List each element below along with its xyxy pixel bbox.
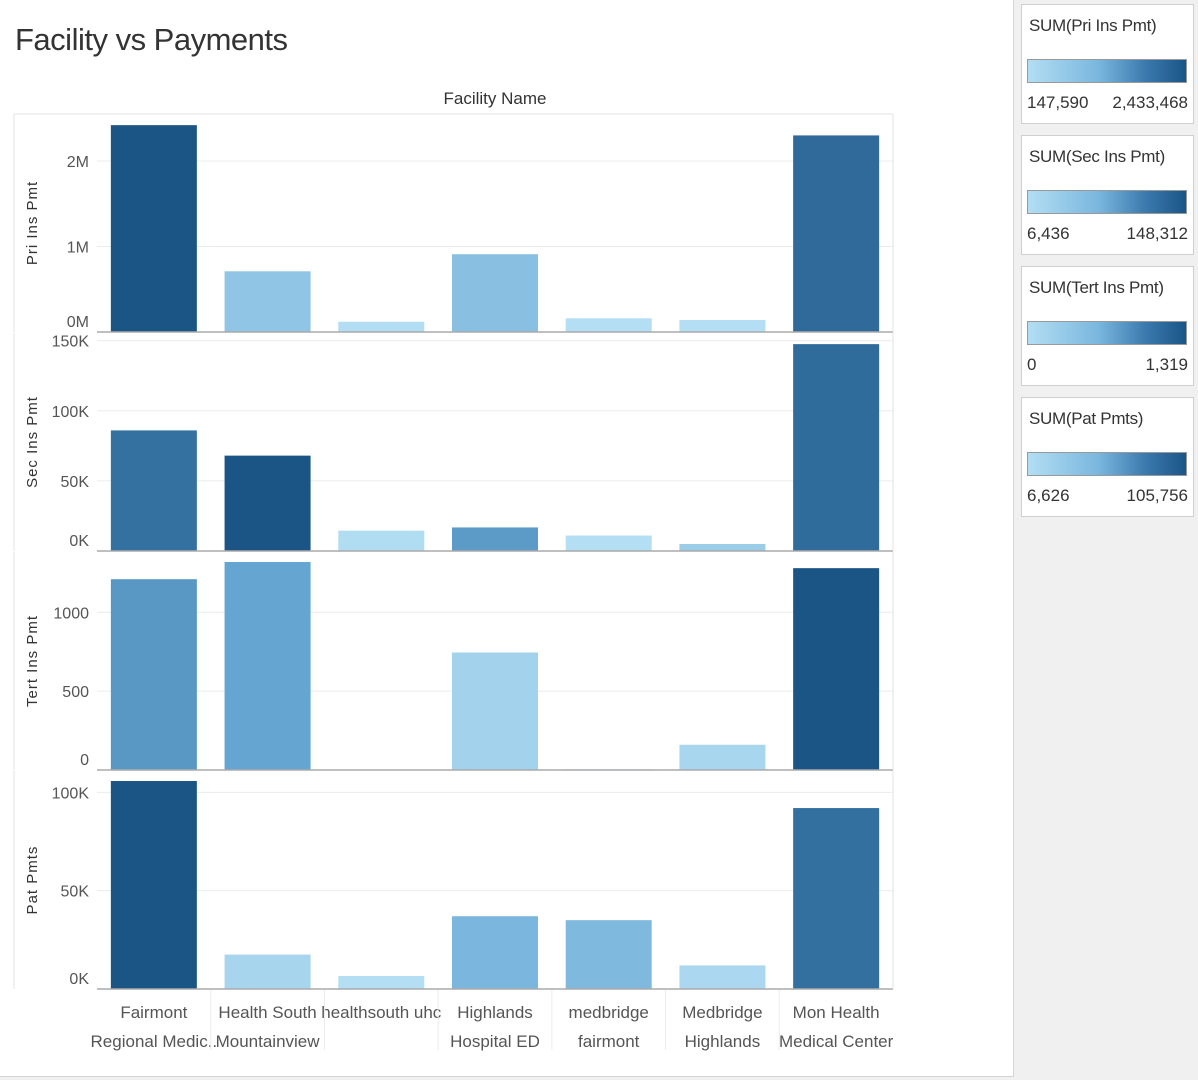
chart-area: Facility vs Payments Facility Name 0M 1M 2M… [0, 0, 1014, 1077]
x-tick-label: Medical Center [779, 1032, 894, 1051]
bar [224, 455, 311, 551]
page-title: Facility vs Payments [15, 22, 288, 57]
column-header: Facility Name [444, 89, 547, 108]
x-tick-label: Hospital ED [450, 1032, 540, 1051]
legend-sec-ins-pmt[interactable]: SUM(Sec Ins Pmt) 6,436 148,312 [1021, 135, 1194, 255]
bar [338, 321, 425, 332]
bar [224, 562, 311, 770]
y-axis-label: Pat Pmts [24, 846, 41, 915]
bar [452, 652, 538, 770]
legend-pat-pmts[interactable]: SUM(Pat Pmts) 6,626 105,756 [1021, 397, 1194, 517]
legend-title: SUM(Pri Ins Pmt) [1029, 16, 1157, 35]
bar [565, 920, 652, 989]
x-tick-label: Highlands [685, 1032, 761, 1051]
y-tick-label: 100K [52, 404, 90, 421]
legend-max: 105,756 [1126, 486, 1188, 505]
bar [679, 965, 766, 989]
bar [679, 543, 766, 551]
bar [793, 568, 880, 770]
legend-pri-ins-pmt[interactable]: SUM(Pri Ins Pmt) 147,590 2,433,468 [1021, 4, 1194, 124]
y-tick-label: 50K [61, 474, 90, 491]
legend-min: 0 [1027, 355, 1037, 374]
color-ramp [1027, 190, 1187, 214]
bar [224, 271, 311, 332]
legend-title: SUM(Tert Ins Pmt) [1029, 278, 1164, 297]
y-tick-label: 1M [67, 240, 89, 257]
bar [110, 781, 197, 989]
y-tick-label: 0K [69, 533, 89, 550]
color-ramp [1027, 321, 1187, 345]
y-tick-label: 0M [67, 314, 89, 331]
color-ramp [1027, 452, 1187, 476]
y-tick-label: 2M [67, 154, 89, 171]
x-tick-label: Mountainview [216, 1032, 321, 1051]
bar [793, 135, 880, 332]
legend-max: 148,312 [1126, 224, 1188, 243]
legend-min: 6,626 [1027, 486, 1070, 505]
bar [565, 535, 652, 551]
legend-max: 1,319 [1145, 355, 1188, 374]
bar-chart: Facility Name 0M 1M 2M Pri Ins Pmt 0K 50K 100K 1… [13, 89, 894, 1051]
bar [679, 320, 766, 332]
color-ramp [1027, 59, 1187, 83]
y-tick-label: 0 [80, 752, 89, 769]
bar [110, 125, 197, 332]
y-tick-label: 1000 [53, 605, 89, 622]
bar [110, 430, 197, 551]
x-tick-label: Fairmont [120, 1003, 187, 1022]
legend-min: 147,590 [1027, 93, 1089, 112]
legend-title: SUM(Sec Ins Pmt) [1029, 147, 1165, 166]
y-axis-label: Sec Ins Pmt [24, 396, 41, 488]
x-tick-label: Health South [218, 1003, 316, 1022]
bar [793, 808, 880, 989]
bar [224, 954, 311, 989]
x-tick-label: Regional Medic.. [91, 1032, 218, 1051]
legend-title: SUM(Pat Pmts) [1029, 409, 1144, 428]
y-axis-label: Pri Ins Pmt [24, 181, 41, 265]
y-axis-label: Tert Ins Pmt [24, 615, 41, 707]
bar [110, 579, 197, 770]
x-tick-label: Mon Health [793, 1003, 880, 1022]
y-tick-label: 50K [61, 884, 90, 901]
bar [452, 916, 538, 989]
bar [452, 254, 538, 332]
bar [679, 744, 766, 770]
bar [338, 975, 425, 989]
bar [338, 530, 425, 551]
x-tick-label: fairmont [578, 1032, 640, 1051]
legend-tert-ins-pmt[interactable]: SUM(Tert Ins Pmt) 0 1,319 [1021, 266, 1194, 386]
legend-max: 2,433,468 [1112, 93, 1188, 112]
y-tick-label: 0K [69, 971, 89, 988]
bar [452, 527, 538, 551]
x-tick-label: Medbridge [682, 1003, 762, 1022]
y-tick-label: 500 [62, 684, 89, 701]
y-tick-label: 100K [52, 785, 90, 802]
x-tick-label: Highlands [457, 1003, 533, 1022]
x-tick-label: healthsouth uhc [321, 1003, 442, 1022]
x-tick-label: medbridge [569, 1003, 649, 1022]
bar [793, 344, 880, 551]
legend-min: 6,436 [1027, 224, 1070, 243]
y-tick-label: 150K [52, 334, 90, 351]
bar [565, 318, 652, 332]
